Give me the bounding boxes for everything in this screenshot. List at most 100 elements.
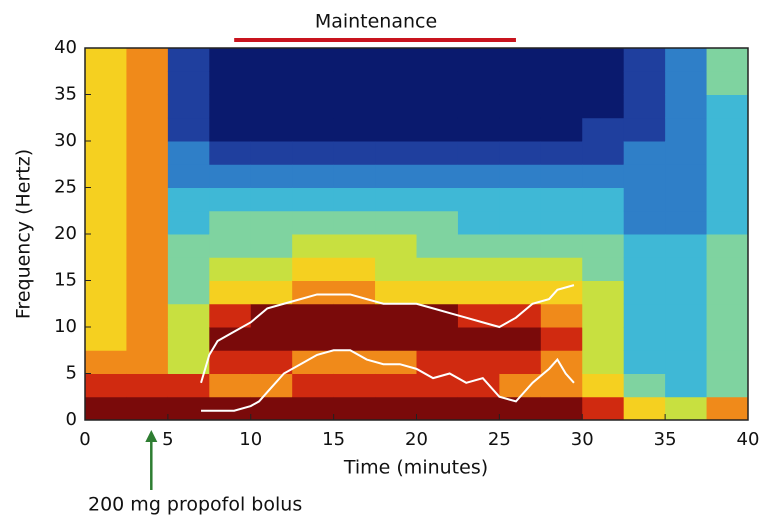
heatmap-cell bbox=[250, 350, 293, 374]
heatmap-cell bbox=[333, 327, 376, 351]
heatmap-cell bbox=[457, 396, 500, 421]
heatmap-cell bbox=[209, 164, 252, 188]
heatmap-cell bbox=[167, 257, 210, 281]
heatmap-cell bbox=[416, 210, 459, 235]
heatmap-cell bbox=[375, 373, 417, 398]
heatmap-cell bbox=[85, 71, 127, 95]
heatmap-cell bbox=[582, 71, 625, 95]
heatmap-cell bbox=[250, 164, 293, 188]
heatmap-cell bbox=[416, 327, 459, 351]
heatmap-cell bbox=[706, 187, 749, 212]
heatmap-cell bbox=[499, 234, 542, 258]
heatmap-cell bbox=[457, 141, 500, 165]
heatmap-cell bbox=[333, 373, 376, 398]
heatmap-cell bbox=[209, 187, 252, 212]
x-tick-label: 10 bbox=[239, 429, 262, 450]
heatmap-cell bbox=[85, 210, 127, 235]
heatmap-cell bbox=[85, 280, 127, 305]
heatmap-cell bbox=[416, 117, 459, 142]
heatmap-cell bbox=[250, 117, 293, 142]
heatmap-cell bbox=[126, 94, 169, 119]
heatmap-cell bbox=[665, 94, 708, 119]
heatmap-cell bbox=[209, 350, 252, 374]
heatmap-cell bbox=[250, 280, 293, 305]
heatmap-cell bbox=[623, 234, 666, 258]
heatmap-cell bbox=[292, 350, 335, 374]
heatmap-cell bbox=[333, 396, 376, 421]
chart-title: Maintenance bbox=[315, 11, 437, 33]
y-tick-label: 25 bbox=[54, 177, 77, 198]
heatmap-cell bbox=[333, 164, 376, 188]
heatmap-cell bbox=[167, 94, 210, 119]
heatmap-cell bbox=[540, 94, 583, 119]
heatmap-cell bbox=[167, 280, 210, 305]
heatmap-cell bbox=[706, 280, 749, 305]
heatmap-cell bbox=[582, 117, 625, 142]
heatmap-cell bbox=[582, 48, 625, 72]
heatmap-cell bbox=[582, 350, 625, 374]
heatmap-cell bbox=[706, 71, 749, 95]
heatmap-cell bbox=[582, 257, 625, 281]
x-axis-label: Time (minutes) bbox=[343, 457, 488, 479]
heatmap-cell bbox=[375, 187, 417, 212]
x-tick-label: 30 bbox=[571, 429, 594, 450]
heatmap-cell bbox=[582, 373, 625, 398]
heatmap-cell bbox=[375, 48, 417, 72]
heatmap-cell bbox=[582, 280, 625, 305]
heatmap-cell bbox=[333, 48, 376, 72]
heatmap-cell bbox=[250, 373, 293, 398]
y-axis-label: Frequency (Hertz) bbox=[13, 149, 35, 319]
x-tick-label: 15 bbox=[322, 429, 345, 450]
heatmap-cell bbox=[540, 71, 583, 95]
heatmap-cell bbox=[706, 94, 749, 119]
heatmap-cell bbox=[126, 234, 169, 258]
heatmap-cell bbox=[333, 210, 376, 235]
heatmap-cell bbox=[375, 164, 417, 188]
heatmap-cell bbox=[250, 327, 293, 351]
heatmap-cell bbox=[85, 327, 127, 351]
heatmap-cell bbox=[333, 350, 376, 374]
heatmap-cell bbox=[706, 117, 749, 142]
heatmap-cell bbox=[416, 303, 459, 328]
heatmap-cell bbox=[623, 350, 666, 374]
heatmap-cell bbox=[499, 396, 542, 421]
heatmap-cell bbox=[416, 396, 459, 421]
heatmap-cell bbox=[540, 234, 583, 258]
heatmap-cell bbox=[582, 327, 625, 351]
heatmap-cell bbox=[623, 396, 666, 421]
heatmap-cell bbox=[126, 350, 169, 374]
heatmap-cell bbox=[540, 210, 583, 235]
y-tick-label: 15 bbox=[54, 270, 77, 291]
heatmap-cell bbox=[540, 117, 583, 142]
heatmap-cell bbox=[499, 373, 542, 398]
heatmap-cell bbox=[540, 303, 583, 328]
heatmap-cell bbox=[457, 187, 500, 212]
heatmap-cell bbox=[665, 48, 708, 72]
y-tick-label: 5 bbox=[66, 363, 77, 384]
heatmap-cell bbox=[85, 117, 127, 142]
heatmap-cell bbox=[499, 210, 542, 235]
heatmap-cell bbox=[540, 396, 583, 421]
heatmap-cell bbox=[209, 210, 252, 235]
heatmap-cell bbox=[167, 210, 210, 235]
heatmap-cell bbox=[457, 164, 500, 188]
x-tick-label: 40 bbox=[737, 429, 760, 450]
heatmap-cell bbox=[209, 141, 252, 165]
heatmap-cell bbox=[333, 94, 376, 119]
heatmap-cell bbox=[375, 234, 417, 258]
heatmap-cell bbox=[540, 164, 583, 188]
heatmap-cell bbox=[292, 71, 335, 95]
heatmap-cell bbox=[582, 234, 625, 258]
heatmap-cell bbox=[706, 234, 749, 258]
heatmap-cell bbox=[582, 141, 625, 165]
heatmap-cell bbox=[457, 280, 500, 305]
y-tick-label: 35 bbox=[54, 84, 77, 105]
heatmap-cell bbox=[706, 373, 749, 398]
heatmap-cell bbox=[209, 257, 252, 281]
heatmap-cell bbox=[375, 303, 417, 328]
heatmap-cell bbox=[665, 350, 708, 374]
heatmap-cell bbox=[457, 373, 500, 398]
heatmap-cell bbox=[582, 164, 625, 188]
heatmap-cell bbox=[416, 164, 459, 188]
